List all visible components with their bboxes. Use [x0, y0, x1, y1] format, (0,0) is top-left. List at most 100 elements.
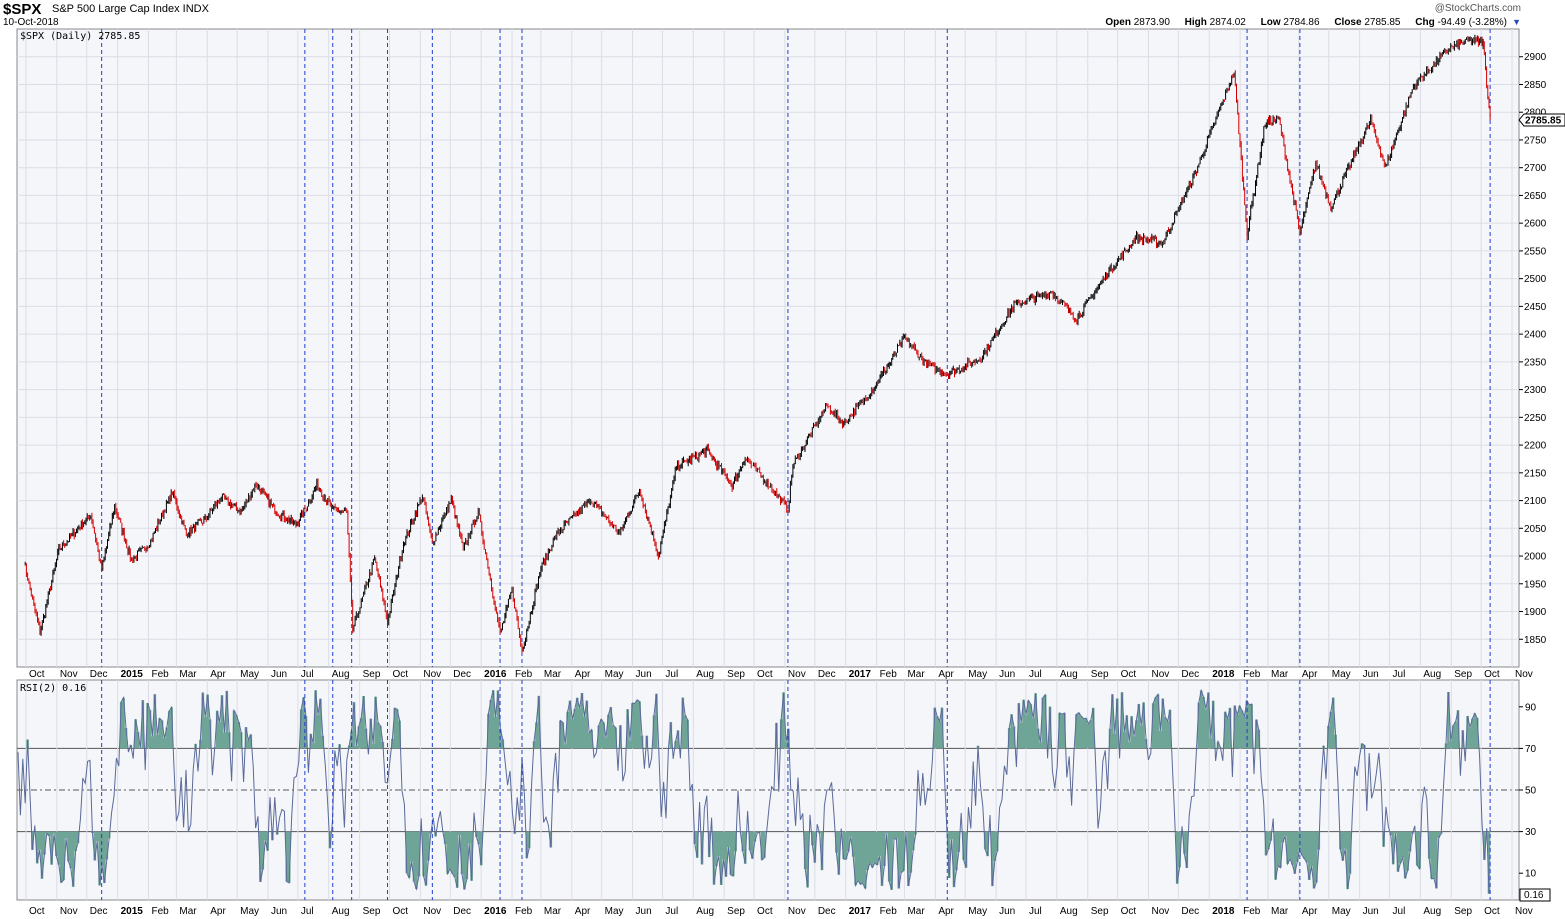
price-x-tick-label: Nov: [1151, 669, 1169, 680]
price-y-tick-label: 2400: [1524, 330, 1547, 341]
chg-label: Chg: [1415, 17, 1435, 28]
price-x-tick-label: Feb: [1243, 669, 1261, 680]
open-value: 2873.90: [1133, 17, 1170, 28]
rsi-x-tick-label: Nov: [788, 906, 806, 917]
rsi-x-tick-label: Jul: [1029, 906, 1042, 917]
price-y-tick-label: 1950: [1524, 579, 1547, 590]
price-y-tick-label: 1900: [1524, 607, 1547, 618]
rsi-x-tick-label: Jul: [301, 906, 314, 917]
price-x-tick-label: 2015: [121, 669, 144, 680]
price-x-tick-label: Mar: [907, 669, 925, 680]
price-series: [24, 34, 1491, 654]
rsi-x-tick-label: 2018: [1212, 906, 1235, 917]
price-bars-down: [25, 36, 1491, 654]
rsi-x-tick-label: Aug: [1423, 906, 1441, 917]
rsi-x-tick-label: Jul: [1393, 906, 1406, 917]
price-x-tick-label: Mar: [179, 669, 197, 680]
rsi-x-tick-label: Nov: [423, 906, 441, 917]
rsi-x-tick-label: 2017: [849, 906, 872, 917]
rsi-x-tick-label: Apr: [210, 906, 226, 917]
price-y-tick-label: 2500: [1524, 274, 1547, 285]
rsi-x-tick-label: Sep: [1454, 906, 1472, 917]
price-legend: $SPX (Daily) 2785.85: [20, 31, 140, 42]
rsi-legend: RSI(2) 0.16: [20, 683, 86, 694]
rsi-x-tick-label: Sep: [727, 906, 745, 917]
rsi-x-tick-label: Nov: [1151, 906, 1169, 917]
price-y-tick-label: 2900: [1524, 52, 1547, 63]
rsi-x-tick-label: May: [240, 906, 259, 917]
chart-date: 10-Oct-2018: [3, 17, 59, 28]
price-x-tick-label: Nov: [1515, 669, 1533, 680]
chg-value: -94.49 (-3.28%): [1437, 17, 1507, 28]
rsi-x-tick-label: May: [605, 906, 624, 917]
price-y-tick-label: 2350: [1524, 357, 1547, 368]
rsi-x-tick-label: Apr: [1302, 906, 1318, 917]
rsi-x-tick-label: Jun: [636, 906, 652, 917]
rsi-x-tick-label: Jun: [999, 906, 1015, 917]
price-y-tick-label: 2250: [1524, 413, 1547, 424]
rsi-x-tick-label: Aug: [1060, 906, 1078, 917]
rsi-y-tick-label: 70: [1525, 744, 1537, 755]
rsi-vertical-markers: [101, 680, 1491, 900]
price-x-tick-label: Jul: [301, 669, 314, 680]
price-x-tick-label: Jun: [999, 669, 1015, 680]
price-vertical-markers: [101, 29, 1491, 667]
price-x-tick-label: Jul: [1393, 669, 1406, 680]
rsi-x-tick-label: Nov: [60, 906, 78, 917]
price-x-tick-label: Apr: [210, 669, 226, 680]
price-x-tick-label: May: [1332, 669, 1351, 680]
symbol-name: S&P 500 Large Cap Index INDX: [52, 3, 209, 15]
last-rsi-tag: 0.16: [1519, 888, 1551, 902]
price-x-tick-label: Nov: [60, 669, 78, 680]
price-x-tick-label: Sep: [1091, 669, 1109, 680]
close-label: Close: [1334, 17, 1362, 28]
ohlc-readout: Open 2873.90 High 2874.02 Low 2784.86 Cl…: [1105, 17, 1519, 28]
price-x-tick-label: Aug: [1060, 669, 1078, 680]
rsi-x-tick-label: Oct: [1121, 906, 1137, 917]
rsi-x-tick-label: Jul: [665, 906, 678, 917]
rsi-x-tick-label: Sep: [1091, 906, 1109, 917]
open-label: Open: [1105, 17, 1131, 28]
rsi-x-tick-label: Dec: [90, 906, 108, 917]
symbol-title: $SPX: [3, 1, 42, 18]
price-y-tick-label: 2150: [1524, 468, 1547, 479]
chevron-down-icon[interactable]: ▼: [1512, 17, 1521, 27]
price-x-tick-label: Oct: [393, 669, 409, 680]
price-x-tick-label: May: [605, 669, 624, 680]
price-x-tick-label: Oct: [1484, 669, 1500, 680]
price-panel: [16, 28, 1520, 668]
price-x-tick-label: Jul: [665, 669, 678, 680]
price-y-tick-label: 2100: [1524, 496, 1547, 507]
rsi-y-axis: 10 30 50 70 90: [1519, 702, 1537, 880]
price-y-tick-label: 2800: [1524, 108, 1547, 119]
price-y-axis: 1850 1900 1950 2000 2050 2100 2150 2200 2250 2300…: [1519, 52, 1547, 646]
price-y-tick-label: 2750: [1524, 135, 1547, 146]
price-x-tick-label: Jun: [271, 669, 287, 680]
price-x-tick-label: Mar: [1271, 669, 1289, 680]
rsi-x-tick-label: Oct: [1484, 906, 1500, 917]
rsi-x-tick-label: Apr: [575, 906, 591, 917]
rsi-x-tick-label: Dec: [1181, 906, 1199, 917]
price-y-tick-label: 2650: [1524, 191, 1547, 202]
last-price-label: 2785.85: [1525, 115, 1562, 126]
rsi-x-tick-label: Dec: [453, 906, 471, 917]
price-x-tick-label: Oct: [1121, 669, 1137, 680]
rsi-x-axis: Oct Nov Dec 2015 Feb Mar Apr May Jun Jul Aug Sep Oct…: [29, 906, 1533, 917]
price-x-axis: Oct Nov Dec 2015 Feb Mar Apr May Jun Jul Aug Sep Oct…: [29, 669, 1533, 680]
rsi-x-tick-label: Oct: [29, 906, 45, 917]
price-x-tick-label: Jun: [1363, 669, 1379, 680]
rsi-x-tick-label: Feb: [1243, 906, 1261, 917]
rsi-x-tick-label: May: [968, 906, 987, 917]
price-x-tick-label: Mar: [544, 669, 562, 680]
rsi-x-tick-label: Feb: [515, 906, 533, 917]
price-y-tick-label: 2600: [1524, 219, 1547, 230]
rsi-x-tick-label: Dec: [818, 906, 836, 917]
price-x-tick-label: May: [968, 669, 987, 680]
rsi-x-tick-label: Nov: [1515, 906, 1533, 917]
price-x-tick-label: Sep: [727, 669, 745, 680]
price-grid: [17, 29, 1519, 667]
low-value: 2784.86: [1283, 17, 1320, 28]
rsi-x-tick-label: May: [1332, 906, 1351, 917]
last-rsi-label: 0.16: [1524, 890, 1544, 901]
rsi-line: [17, 688, 1490, 894]
